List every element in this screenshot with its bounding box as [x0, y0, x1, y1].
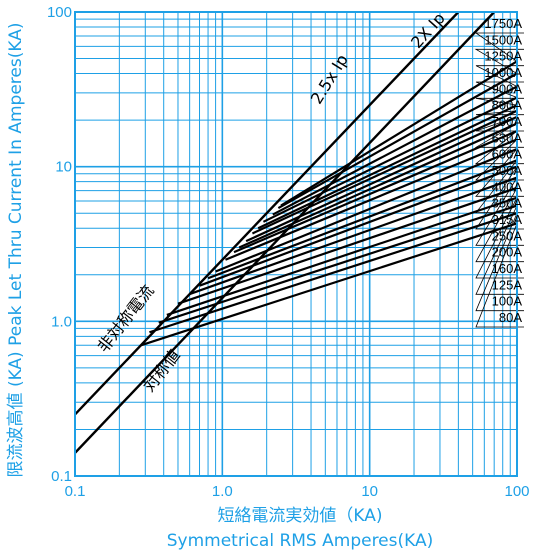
symmetric-annotation: 対称値: [139, 346, 184, 396]
rating-label: 1000A: [484, 65, 522, 80]
rating-label: 500A: [492, 163, 523, 178]
label-leader: [475, 223, 524, 328]
x-tick-label: 1.0: [212, 483, 233, 500]
label-leader: [475, 65, 524, 87]
label-leader: [475, 97, 524, 106]
rating-label: 350A: [492, 196, 523, 211]
label-leader: [475, 81, 524, 98]
y-tick-label: 10: [55, 159, 72, 176]
fuse-curve: [277, 72, 518, 210]
rating-label: 630A: [492, 130, 523, 145]
rating-label: 100A: [492, 294, 523, 309]
y-axis-title: 限流波高値 (KA) Peak Let Thru Current In Ampe…: [6, 23, 26, 478]
fuse-curves: [140, 60, 518, 347]
rating-label: 700A: [492, 114, 523, 129]
fuse-curve: [149, 212, 518, 334]
fuse-curve: [199, 165, 518, 287]
rating-label: 200A: [492, 245, 523, 260]
fuse-curve: [251, 109, 518, 235]
fuse-curve: [177, 186, 518, 305]
x-tick-label: 100: [504, 483, 529, 500]
fuse-curve: [280, 60, 518, 207]
reference-line: [75, 12, 460, 416]
reference-line: [75, 12, 496, 454]
plot-frame: [74, 11, 518, 477]
x-axis-title-cn: 短絡電流実効値（KA): [217, 506, 382, 526]
y-tick-label: 100: [47, 4, 72, 21]
label-leader: [475, 213, 524, 312]
label-leader: [474, 123, 524, 148]
rating-label: 800A: [492, 98, 523, 113]
rating-label: 1750A: [484, 16, 522, 31]
label-leader: [475, 205, 524, 295]
rating-label: 400A: [492, 179, 523, 194]
x-tick-label: 0.1: [65, 483, 86, 500]
rating-label: 900A: [492, 81, 523, 96]
label-leader: [475, 116, 524, 132]
rating-label: 1500A: [484, 32, 522, 47]
fuse-curve: [207, 159, 518, 280]
rating-label: 250A: [492, 228, 523, 243]
rating-label: 80A: [499, 310, 522, 325]
fuse-curve: [233, 130, 518, 254]
axis-ticks: 0.1 1.0 10 100 0.1 1.0 10 100: [47, 4, 530, 500]
fuse-curve: [272, 85, 518, 216]
label-leader: [475, 166, 524, 230]
label-leader: [475, 197, 524, 279]
ref-line-label: 2.5x Ip: [307, 51, 352, 108]
fuse-curve: [238, 122, 518, 249]
label-leader: [475, 160, 524, 214]
label-leader: [475, 110, 524, 116]
rating-label: 1250A: [484, 49, 522, 64]
fuse-curve: [166, 196, 518, 316]
label-leader: [474, 32, 524, 62]
rating-label: 160A: [492, 261, 523, 276]
x-tick-label: 10: [361, 483, 378, 500]
label-leader: [475, 187, 524, 263]
rating-label: 600A: [492, 147, 523, 162]
label-leader: [475, 148, 524, 197]
asymmetric-annotation: 非対称電流: [94, 281, 158, 356]
reference-lines: [75, 12, 496, 454]
fuse-curve: [257, 104, 518, 230]
fuse-curve: [189, 176, 518, 296]
rating-label: 315A: [492, 212, 523, 227]
rating-label: 125A: [492, 277, 523, 292]
y-tick-label: 1.0: [51, 313, 72, 330]
fuse-curve: [225, 138, 518, 261]
fuse-curve: [215, 148, 518, 273]
fuse-curve: [245, 115, 518, 243]
y-tick-label: 0.1: [51, 468, 72, 485]
fuse-curve: [262, 96, 518, 223]
fuse-curve: [140, 222, 518, 347]
x-axis-title-en: Symmetrical RMS Amperes(KA): [167, 531, 434, 551]
fuse-curve: [158, 204, 518, 324]
label-leader: [474, 130, 524, 165]
label-leaders: [474, 32, 524, 328]
